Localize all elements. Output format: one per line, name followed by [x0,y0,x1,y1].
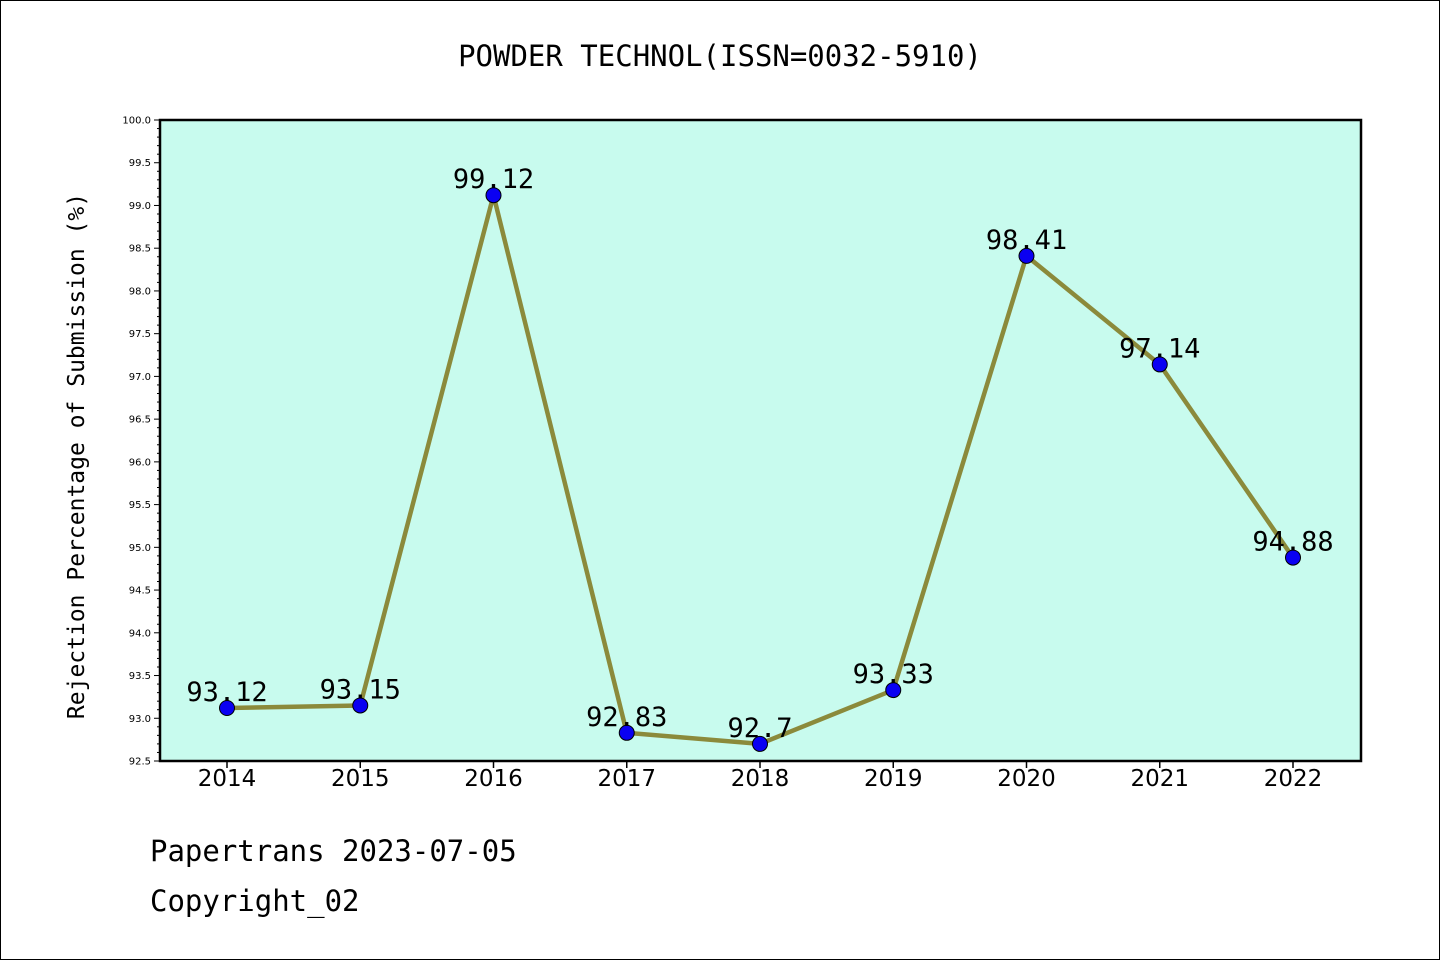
data-label: 92.83 [586,702,667,733]
y-tick-label: 99.5 [129,158,151,169]
y-tick-label: 98.0 [129,286,151,297]
data-point [1285,549,1301,566]
data-label: 93.12 [186,677,267,708]
y-tick-label: 96.5 [129,415,151,426]
x-tick-label: 2016 [464,766,523,792]
data-point [485,187,502,204]
data-label: 97.14 [1119,333,1200,364]
y-axis: 92.5 93.0 93.5 94.0 94.5 95.0 95.5 96.0 96.5 97.0… [122,116,160,768]
y-tick-label: 93.5 [129,671,151,682]
data-point [219,700,235,717]
data-point [885,682,902,699]
y-tick-label: 97.0 [129,372,151,383]
y-tick-label: 94.5 [129,586,151,597]
y-tick-label: 97.5 [129,329,151,340]
x-tick-label: 2021 [1130,766,1189,792]
x-tick-label: 2019 [864,766,923,792]
y-tick-label: 95.0 [129,543,151,554]
source-date-text: Papertrans 2023-07-05 [150,834,517,868]
data-point [1018,247,1035,264]
y-tick-label: 99.0 [129,201,151,212]
data-label: 93.15 [320,674,401,705]
x-tick-label: 2018 [731,766,790,792]
y-tick-label: 96.0 [129,457,151,468]
plot-area [158,118,1363,763]
y-tick-label: 95.5 [129,500,151,511]
y-tick-label: 100.0 [122,116,151,127]
data-label: 92.7 [727,713,792,744]
y-axis-label: Rejection Percentage of Submission (%) [64,193,90,719]
data-point [618,724,635,741]
data-point [1151,356,1168,373]
y-tick-label: 93.0 [129,714,151,725]
data-point [352,697,369,714]
x-tick-label: 2015 [331,766,390,792]
data-labels: 93.12 93.15 99.12 92.83 92.7 93.33 98.41 97.14 9… [186,164,1333,744]
y-tick-label: 92.5 [129,757,151,768]
x-tick-label: 2014 [198,766,257,792]
x-tick-label: 2022 [1264,766,1323,792]
data-label: 93.33 [853,659,934,690]
data-label: 99.12 [453,164,534,195]
x-axis: 2014 2015 2016 2017 2018 2019 2020 2021 2022 [198,761,1323,792]
y-tick-label: 94.0 [129,628,151,639]
copyright-text: Copyright_02 [150,884,360,918]
data-markers [219,187,1301,752]
data-point [752,735,768,752]
data-label: 94.88 [1252,527,1333,558]
y-tick-label: 98.5 [129,244,151,255]
x-tick-label: 2020 [997,766,1056,792]
chart-title: POWDER TECHNOL(ISSN=0032-5910) [458,39,982,73]
data-label: 98.41 [986,225,1067,256]
x-tick-label: 2017 [597,766,656,792]
